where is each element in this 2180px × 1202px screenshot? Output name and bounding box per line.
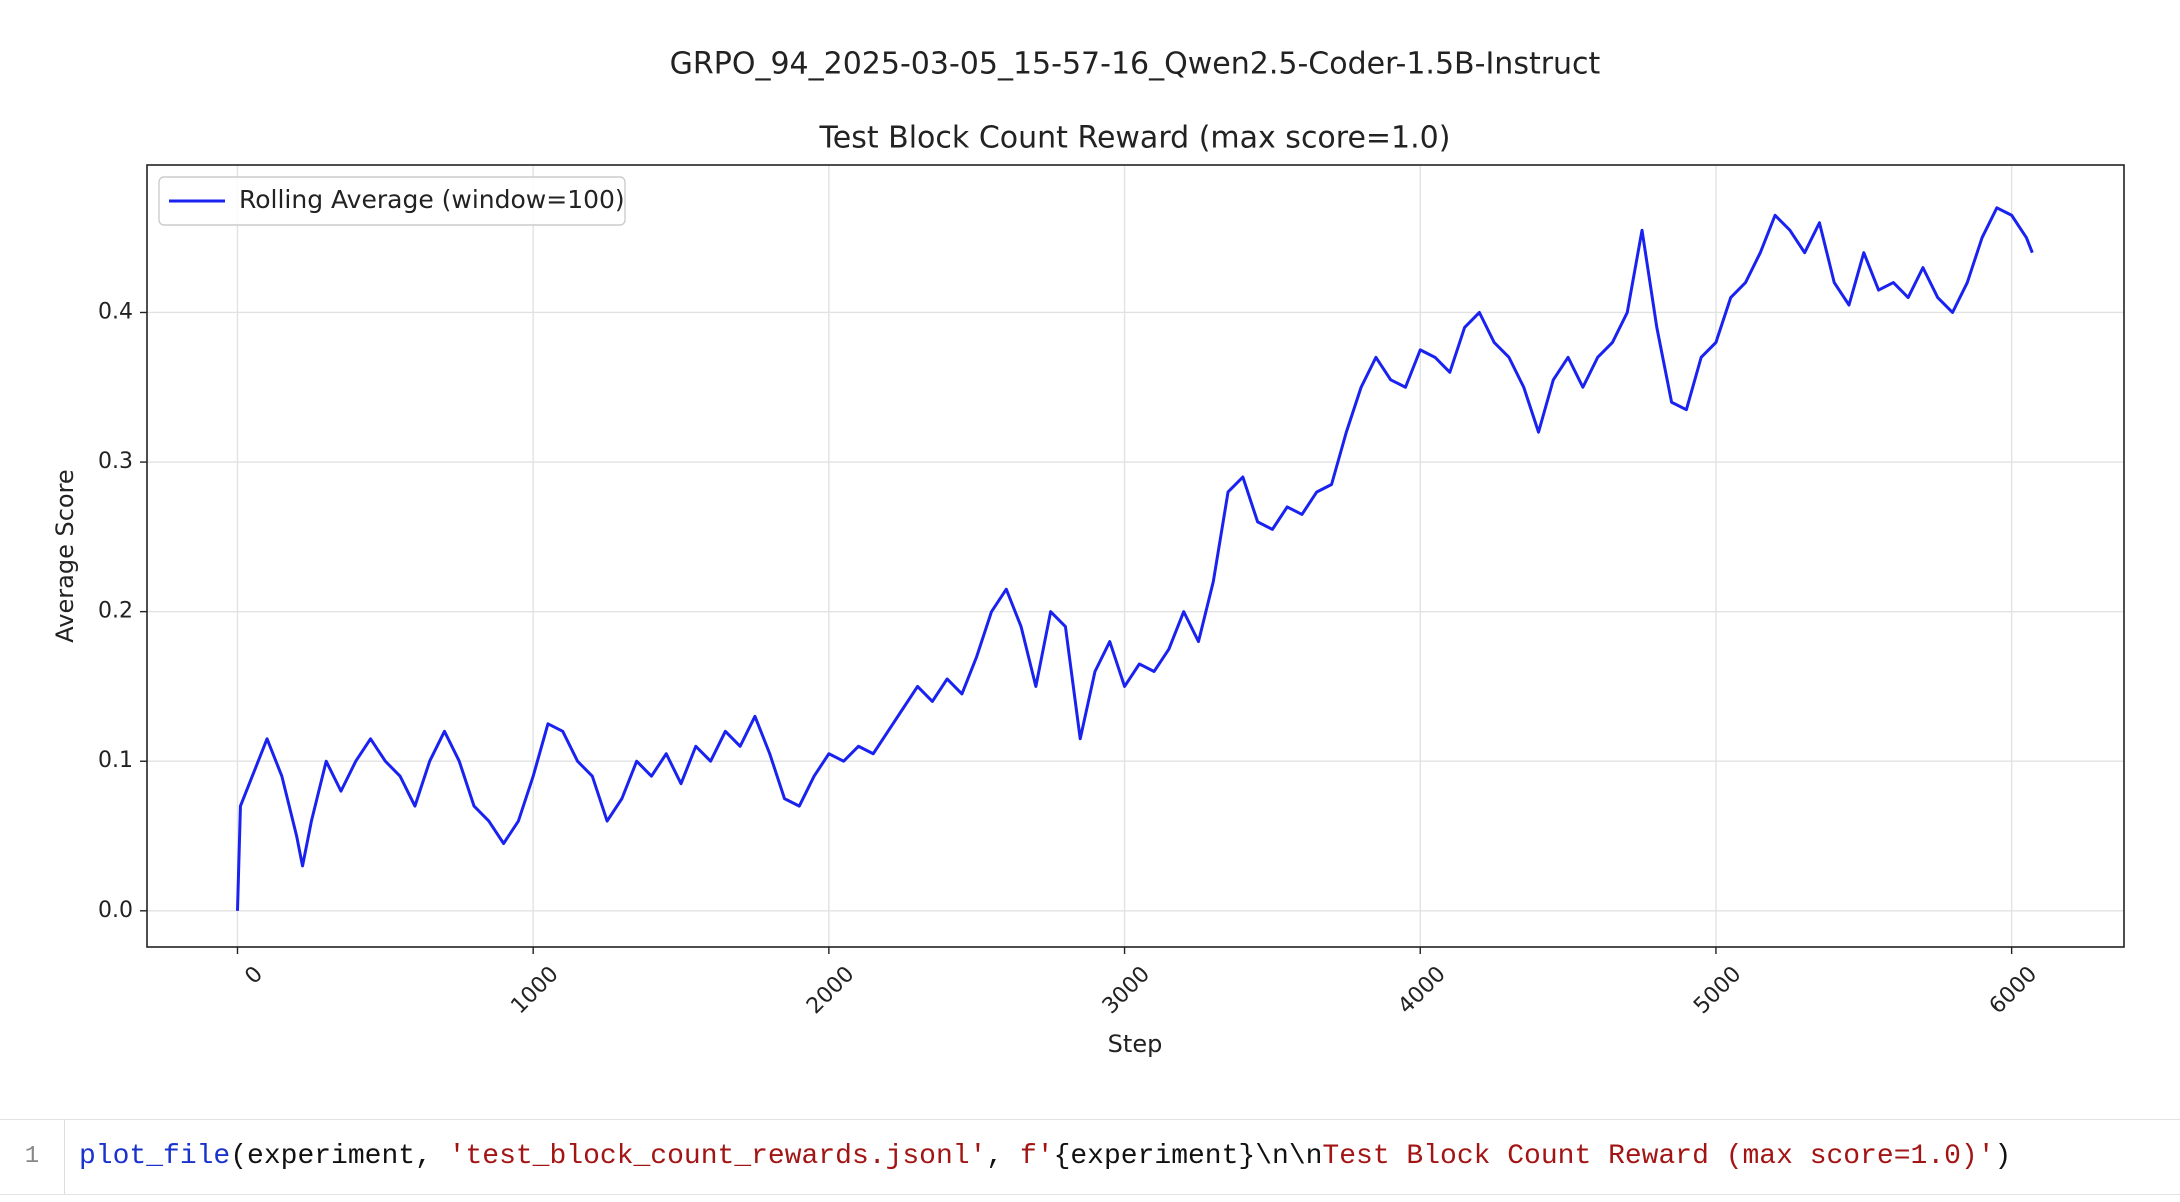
x-axis-label: Step [1108,1030,1163,1058]
code-token: plot_file [79,1141,231,1172]
code-cell[interactable]: 1 plot_file(experiment, 'test_block_coun… [0,1119,2180,1195]
legend-label: Rolling Average (window=100) [239,185,625,214]
code-token: 'test_block_count_rewards.jsonl' [448,1141,987,1172]
plot-frame [146,164,2125,948]
chart-title: GRPO_94_2025-03-05_15-57-16_Qwen2.5-Code… [670,47,1601,82]
y-tick-label: 0.2 [98,599,133,624]
series-line [235,206,2034,911]
legend-box [158,176,626,226]
code-token: f' [1019,1141,1054,1172]
code-token: ) [1994,1141,2012,1172]
x-tick-label: 3000 [1098,962,1155,1019]
y-tick-label: 0.4 [98,299,133,324]
code-token: , [986,1141,1020,1172]
x-tick-label: 6000 [1985,962,2042,1019]
code-token: (experiment, [230,1141,449,1172]
x-tick-label: 5000 [1689,962,1746,1019]
code-token: Test Block Count Reward (max score=1.0)' [1322,1141,1995,1172]
x-tick-label: 2000 [802,962,859,1019]
chart: GRPO_94_2025-03-05_15-57-16_Qwen2.5-Code… [51,47,2125,1058]
line-number: 1 [0,1120,65,1194]
y-tick-label: 0.0 [98,898,133,923]
x-tick-label: 4000 [1393,962,1450,1019]
y-tick-label: 0.1 [98,748,133,773]
code-token: {experiment}\n\n [1053,1141,1323,1172]
y-axis-label: Average Score [51,469,79,642]
chart-subtitle: Test Block Count Reward (max score=1.0) [819,121,1451,156]
x-tick-label: 1000 [506,962,563,1019]
y-tick-label: 0.3 [98,449,133,474]
x-tick-label: 0 [240,962,268,990]
code-line: plot_file(experiment, 'test_block_count_… [79,1120,2011,1194]
